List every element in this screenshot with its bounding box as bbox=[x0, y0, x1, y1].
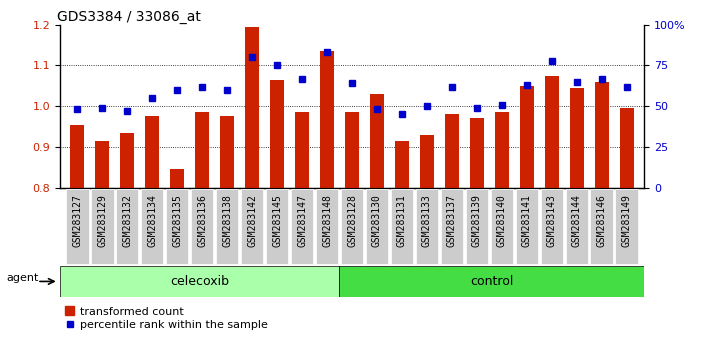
Bar bbox=[545, 76, 559, 188]
Bar bbox=[220, 116, 234, 188]
FancyBboxPatch shape bbox=[241, 189, 263, 264]
Text: celecoxib: celecoxib bbox=[170, 275, 229, 288]
Text: GSM283144: GSM283144 bbox=[572, 194, 582, 247]
FancyBboxPatch shape bbox=[415, 189, 438, 264]
Text: GSM283131: GSM283131 bbox=[397, 194, 407, 247]
FancyBboxPatch shape bbox=[66, 189, 89, 264]
Text: GSM283147: GSM283147 bbox=[297, 194, 307, 247]
Text: GSM283149: GSM283149 bbox=[622, 194, 631, 247]
FancyBboxPatch shape bbox=[515, 189, 538, 264]
Bar bbox=[270, 80, 284, 188]
Text: GSM283129: GSM283129 bbox=[97, 194, 107, 247]
Bar bbox=[320, 51, 334, 188]
Bar bbox=[70, 125, 84, 188]
Bar bbox=[595, 82, 608, 188]
Text: GSM283133: GSM283133 bbox=[422, 194, 432, 247]
Text: GSM283142: GSM283142 bbox=[247, 194, 257, 247]
FancyBboxPatch shape bbox=[91, 189, 113, 264]
FancyBboxPatch shape bbox=[465, 189, 488, 264]
Text: GSM283146: GSM283146 bbox=[597, 194, 607, 247]
Bar bbox=[395, 141, 409, 188]
Bar bbox=[620, 108, 634, 188]
FancyBboxPatch shape bbox=[565, 189, 588, 264]
FancyBboxPatch shape bbox=[391, 189, 413, 264]
Text: GSM283148: GSM283148 bbox=[322, 194, 332, 247]
Text: GSM283137: GSM283137 bbox=[447, 194, 457, 247]
Bar bbox=[170, 169, 184, 188]
FancyBboxPatch shape bbox=[191, 189, 213, 264]
FancyBboxPatch shape bbox=[291, 189, 313, 264]
FancyBboxPatch shape bbox=[615, 189, 638, 264]
Bar bbox=[339, 266, 644, 297]
Bar bbox=[120, 133, 134, 188]
Text: agent: agent bbox=[6, 273, 38, 283]
FancyBboxPatch shape bbox=[366, 189, 388, 264]
FancyBboxPatch shape bbox=[441, 189, 463, 264]
Bar bbox=[345, 112, 359, 188]
Text: GSM283139: GSM283139 bbox=[472, 194, 482, 247]
Bar bbox=[145, 116, 159, 188]
FancyBboxPatch shape bbox=[491, 189, 513, 264]
Bar bbox=[570, 88, 584, 188]
Text: GSM283138: GSM283138 bbox=[222, 194, 232, 247]
FancyBboxPatch shape bbox=[341, 189, 363, 264]
FancyBboxPatch shape bbox=[116, 189, 139, 264]
Bar bbox=[420, 135, 434, 188]
Bar bbox=[245, 27, 259, 188]
Bar bbox=[96, 141, 109, 188]
FancyBboxPatch shape bbox=[541, 189, 563, 264]
Text: GDS3384 / 33086_at: GDS3384 / 33086_at bbox=[57, 10, 201, 24]
Text: GSM283132: GSM283132 bbox=[122, 194, 132, 247]
Text: GSM283136: GSM283136 bbox=[197, 194, 207, 247]
Text: GSM283134: GSM283134 bbox=[147, 194, 157, 247]
Text: GSM283145: GSM283145 bbox=[272, 194, 282, 247]
Text: GSM283143: GSM283143 bbox=[547, 194, 557, 247]
Text: GSM283128: GSM283128 bbox=[347, 194, 357, 247]
FancyBboxPatch shape bbox=[266, 189, 289, 264]
Bar bbox=[195, 112, 209, 188]
Text: GSM283130: GSM283130 bbox=[372, 194, 382, 247]
FancyBboxPatch shape bbox=[141, 189, 163, 264]
Text: control: control bbox=[470, 275, 513, 288]
Text: GSM283140: GSM283140 bbox=[497, 194, 507, 247]
Bar bbox=[295, 112, 309, 188]
Bar bbox=[520, 86, 534, 188]
Bar bbox=[370, 94, 384, 188]
Text: GSM283127: GSM283127 bbox=[73, 194, 82, 247]
FancyBboxPatch shape bbox=[316, 189, 338, 264]
FancyBboxPatch shape bbox=[166, 189, 189, 264]
FancyBboxPatch shape bbox=[591, 189, 613, 264]
Bar bbox=[470, 118, 484, 188]
Bar bbox=[495, 112, 509, 188]
Bar bbox=[445, 114, 459, 188]
Bar bbox=[60, 266, 339, 297]
Legend: transformed count, percentile rank within the sample: transformed count, percentile rank withi… bbox=[65, 307, 268, 330]
FancyBboxPatch shape bbox=[216, 189, 239, 264]
Text: GSM283135: GSM283135 bbox=[172, 194, 182, 247]
Text: GSM283141: GSM283141 bbox=[522, 194, 532, 247]
